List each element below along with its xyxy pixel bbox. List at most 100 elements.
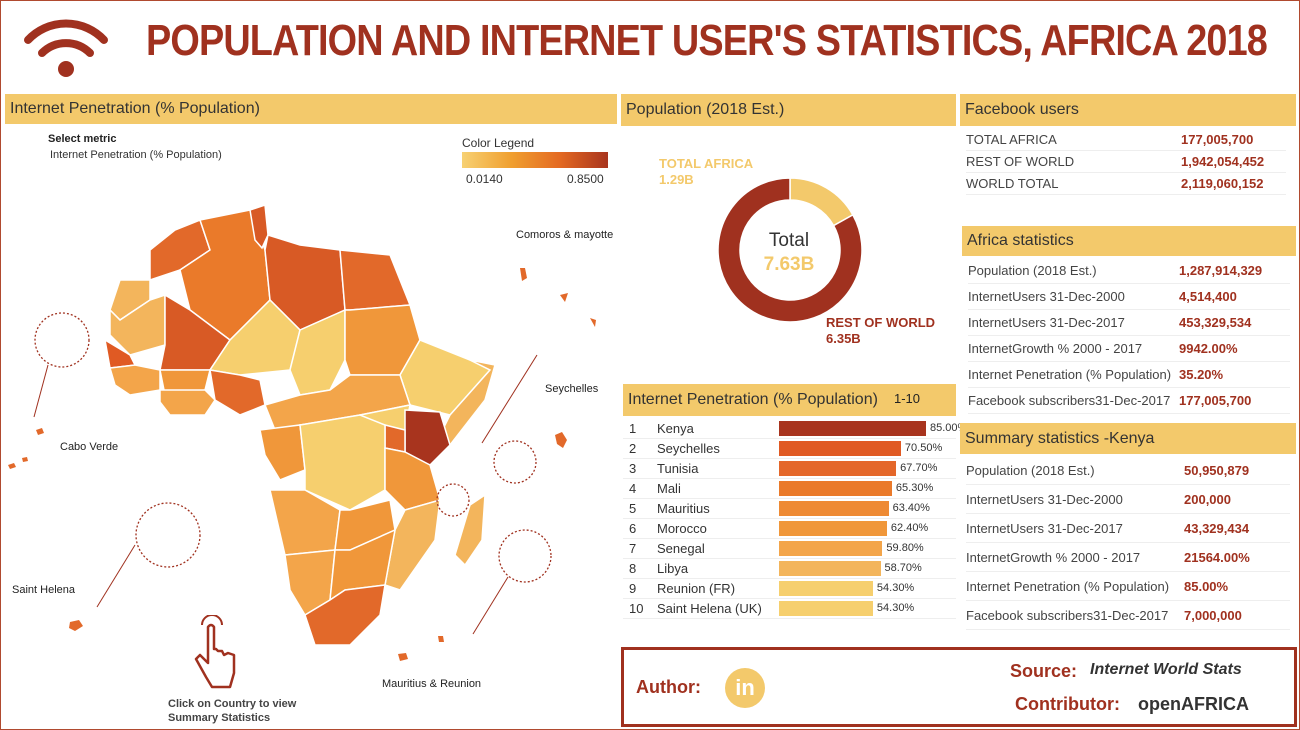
africa-stat-row: InternetGrowth % 2000 - 2017 9942.00% [968, 336, 1290, 362]
map-region-mozambique[interactable] [384, 498, 441, 591]
seychelles-island[interactable] [555, 432, 567, 448]
facebook-stat-value: 1,942,054,452 [1181, 154, 1265, 169]
bar[interactable] [779, 501, 889, 516]
source-label: Source: [1010, 661, 1078, 681]
comoros-island[interactable] [520, 268, 527, 281]
map-region-nigeria[interactable] [209, 369, 266, 416]
kenya-stat-row: Facebook subscribers31-Dec-2017 7,000,000 [966, 601, 1290, 630]
bar-rank: 1 [629, 421, 637, 436]
bar-row[interactable]: 1 Kenya 85.00% [623, 419, 967, 439]
map-region-tunisia[interactable] [249, 203, 269, 250]
bar-value-label: 62.40% [890, 522, 929, 534]
bar-row[interactable]: 2 Seychelles 70.50% [623, 439, 956, 459]
color-legend-min: 0.0140 [466, 172, 503, 186]
bar-row[interactable]: 3 Tunisia 67.70% [623, 459, 956, 479]
select-metric-dropdown[interactable]: Internet Penetration (% Population) [50, 149, 222, 161]
bar-category-label: Saint Helena (UK) [657, 601, 762, 616]
kenya-stat-label: InternetUsers 31-Dec-2017 [966, 520, 1123, 536]
cabo-verde-island[interactable] [22, 457, 28, 462]
bar[interactable] [779, 441, 901, 456]
bar-row[interactable]: 9 Reunion (FR) 54.30% [623, 579, 956, 599]
kenya-stat-label: Internet Penetration (% Population) [966, 578, 1170, 594]
map-region-madagascar[interactable] [454, 493, 486, 567]
bar-value-label: 65.30% [895, 482, 934, 494]
africa-stat-row: Internet Penetration (% Population) 35.20… [968, 362, 1290, 388]
africa-stats-header: Africa statistics [962, 226, 1296, 256]
comoros-zoom-circle [436, 483, 470, 517]
bar[interactable] [779, 581, 873, 596]
kenya-stat-label: InternetGrowth % 2000 - 2017 [966, 549, 1141, 565]
linkedin-icon[interactable]: in [725, 668, 765, 708]
kenya-stat-row: Internet Penetration (% Population) 85.00… [966, 572, 1290, 601]
reunion-island[interactable] [398, 653, 408, 661]
kenya-stat-row: Population (2018 Est.) 50,950,879 [966, 456, 1290, 485]
africa-stat-value: 9942.00% [1179, 341, 1238, 356]
kenya-stat-value: 7,000,000 [1184, 607, 1242, 623]
map-region-egypt[interactable] [339, 249, 412, 311]
donut-slice-rest-of-world[interactable] [717, 177, 863, 323]
bar-category-label: Morocco [657, 521, 707, 536]
bar-rank: 5 [629, 501, 637, 516]
africa-stat-label: InternetGrowth % 2000 - 2017 [968, 341, 1143, 356]
bar[interactable] [779, 521, 887, 536]
bar-category-label: Seychelles [657, 441, 720, 456]
africa-stat-label: Population (2018 Est.) [968, 263, 1097, 278]
bar-row[interactable]: 6 Morocco 62.40% [623, 519, 956, 539]
bar[interactable] [779, 421, 926, 436]
africa-choropleth-map[interactable] [0, 190, 620, 690]
kenya-stat-value: 200,000 [1184, 491, 1231, 507]
map-region-drc[interactable] [299, 414, 386, 511]
bar-row[interactable]: 8 Libya 58.70% [623, 559, 956, 579]
bar-rank: 7 [629, 541, 637, 556]
saint-helena-label: Saint Helena [12, 584, 75, 596]
bar-value-label: 67.70% [900, 462, 938, 474]
mauritius-island[interactable] [438, 636, 444, 642]
bar-row[interactable]: 10 Saint Helena (UK) 54.30% [623, 599, 956, 619]
kenya-stats-header: Summary statistics -Kenya [960, 423, 1296, 454]
bar[interactable] [779, 541, 883, 556]
bar-value-label: 63.40% [892, 502, 930, 514]
comoros-island[interactable] [560, 293, 568, 302]
penetration-bar-chart: 1 Kenya 85.00% 2 Seychelles 70.50% 3 Tunisia 67.… [623, 419, 967, 619]
bar[interactable] [779, 561, 881, 576]
bar-category-label: Mali [657, 481, 681, 496]
donut-center-title: Total [768, 230, 810, 251]
bar-value-label: 54.30% [876, 602, 915, 614]
bar-rank: 10 [629, 601, 644, 616]
map-region-south-africa[interactable] [304, 584, 386, 646]
bar[interactable] [779, 481, 892, 496]
map-region-guinea[interactable] [109, 364, 161, 396]
kenya-stat-value: 43,329,434 [1184, 520, 1250, 536]
cabo-verde-label: Cabo Verde [60, 441, 119, 453]
comoros-label: Comoros & mayotte [516, 229, 614, 241]
saint-helena-leader-line [96, 544, 136, 608]
population-donut-chart[interactable] [700, 160, 880, 340]
kenya-stat-label: InternetUsers 31-Dec-2000 [966, 491, 1123, 507]
africa-stat-value: 1,287,914,329 [1179, 263, 1263, 278]
comoros-island[interactable] [590, 318, 596, 327]
bar-rank: 2 [629, 441, 637, 456]
bar-value-label: 85.00% [930, 422, 968, 434]
penetration-panel-header: Internet Penetration (% Population) [623, 384, 956, 416]
donut-slice-africa[interactable] [789, 177, 854, 227]
saint-helena-island[interactable] [69, 620, 83, 631]
bar[interactable] [779, 601, 873, 616]
wifi-icon [24, 19, 108, 77]
bar-row[interactable]: 4 Mali 65.30% [623, 479, 956, 499]
bar-category-label: Tunisia [657, 461, 699, 476]
bar[interactable] [779, 461, 897, 476]
bar-row[interactable]: 5 Mauritius 63.40% [623, 499, 956, 519]
map-region-ghana[interactable] [159, 389, 216, 416]
donut-label-rest-value: 6.35B [826, 331, 861, 346]
donut-label-africa-name: TOTAL AFRICA [659, 156, 754, 171]
bar-category-label: Reunion (FR) [657, 581, 736, 596]
facebook-panel-header: Facebook users [960, 94, 1296, 126]
bar-value-label: 70.50% [904, 442, 943, 454]
bar-row[interactable]: 7 Senegal 59.80% [623, 539, 956, 559]
cabo-verde-island[interactable] [8, 463, 16, 469]
penetration-range-tag[interactable]: 1-10 [894, 391, 921, 406]
map-region-congo[interactable] [259, 424, 306, 481]
africa-stat-label: Internet Penetration (% Population) [968, 367, 1172, 382]
donut-label-africa: TOTAL AFRICA 1.29B [659, 156, 753, 188]
cabo-verde-island[interactable] [36, 428, 44, 435]
